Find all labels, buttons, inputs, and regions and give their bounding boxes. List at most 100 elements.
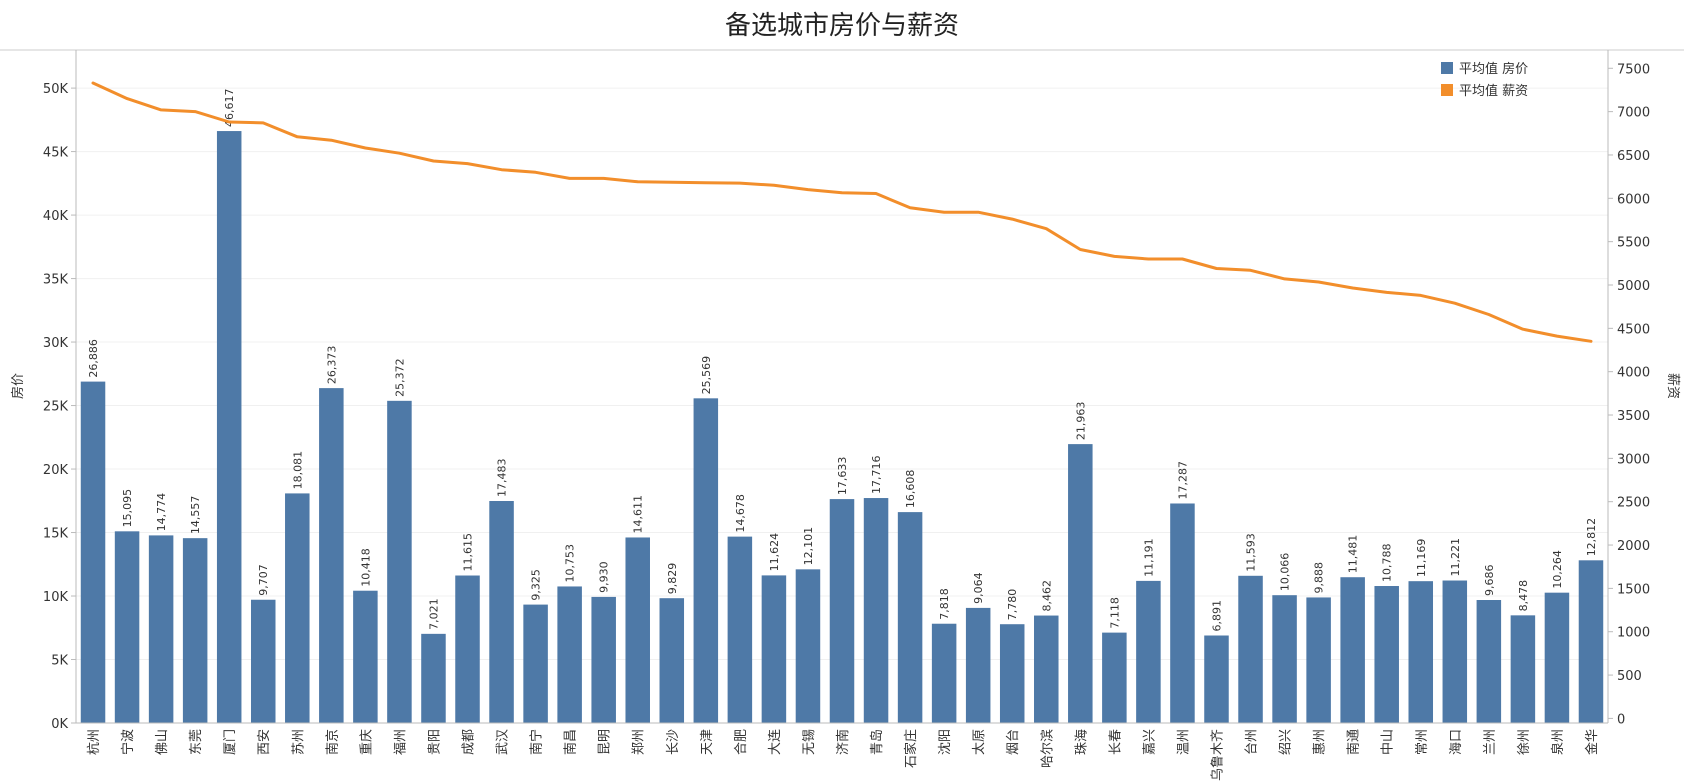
salary-point	[1454, 302, 1456, 304]
category-label: 哈尔滨	[1039, 729, 1055, 768]
salary-line	[91, 81, 1593, 343]
salary-point	[1386, 291, 1388, 293]
salary-point	[398, 152, 400, 154]
bar	[727, 536, 753, 723]
y-tick-label: 15K	[43, 527, 69, 542]
bar-value-label: 12,812	[1585, 518, 1598, 557]
bar-value-label: 10,066	[1279, 553, 1292, 592]
bar-value-label: 14,774	[155, 493, 168, 532]
bar	[1306, 597, 1331, 723]
bar-value-label: 7,021	[427, 598, 440, 630]
legend-swatch-salary	[1441, 84, 1453, 96]
y-tick-label: 20K	[43, 463, 69, 478]
bar-value-label: 7,780	[1006, 589, 1019, 621]
category-label: 宁波	[120, 729, 136, 755]
salary-point	[296, 136, 298, 138]
bar	[863, 498, 889, 723]
salary-point	[1284, 278, 1286, 280]
salary-point	[603, 177, 605, 179]
category-label: 杭州	[87, 729, 102, 755]
bar	[1238, 575, 1263, 723]
category-label: 常州	[1415, 729, 1430, 755]
bar	[1068, 444, 1093, 723]
salary-point	[1181, 258, 1183, 260]
category-label: 郑州	[632, 729, 647, 755]
bar	[80, 381, 106, 723]
salary-point	[1215, 268, 1217, 270]
bar	[591, 596, 616, 723]
bar-value-label: 17,716	[870, 456, 883, 495]
bar	[1476, 600, 1502, 723]
bar	[1374, 586, 1399, 723]
bar-value-label: 26,373	[325, 346, 338, 385]
category-label: 厦门	[223, 729, 238, 755]
bar	[285, 493, 310, 723]
salary-point	[1590, 340, 1592, 342]
bar-value-label: 9,686	[1483, 565, 1496, 597]
bar	[1034, 615, 1059, 723]
bar-value-label: 26,886	[87, 339, 100, 378]
y2-tick-label: 3500	[1617, 409, 1650, 424]
bar-value-label: 6,891	[1210, 600, 1223, 632]
salary-point	[364, 147, 366, 149]
y-tick-label: 30K	[43, 336, 69, 351]
bar-value-label: 16,608	[904, 470, 917, 509]
category-label: 海口	[1449, 729, 1464, 755]
bar	[897, 512, 923, 723]
bar-value-label: 11,221	[1449, 538, 1462, 577]
salary-point	[1045, 228, 1047, 230]
y-tick-label: 0K	[51, 717, 68, 732]
bar-value-label: 9,707	[257, 564, 270, 596]
bar	[659, 598, 685, 723]
bar	[216, 131, 242, 723]
bar-value-label: 15,095	[121, 489, 134, 528]
bar	[1102, 632, 1127, 723]
bar-value-label: 17,633	[836, 457, 849, 496]
bar-value-label: 18,081	[291, 451, 304, 490]
category-label: 惠州	[1313, 729, 1328, 755]
bar	[625, 537, 650, 723]
y-tick-label: 35K	[43, 273, 69, 288]
bar	[1544, 592, 1570, 723]
category-label: 徐州	[1517, 729, 1532, 755]
bar-value-label: 17,483	[496, 458, 509, 497]
y-tick-label: 45K	[43, 146, 69, 161]
bar-value-label: 11,624	[768, 533, 781, 572]
category-label: 温州	[1176, 729, 1191, 755]
bar	[455, 575, 480, 723]
category-label: 青岛	[869, 729, 885, 755]
y2-tick-label: 7500	[1617, 62, 1650, 77]
bar	[999, 624, 1025, 723]
category-label: 金华	[1584, 729, 1600, 755]
category-label: 武汉	[496, 729, 511, 755]
y2-tick-label: 6500	[1617, 149, 1650, 164]
salary-point	[1352, 287, 1354, 289]
bar-value-label: 9,325	[530, 569, 543, 601]
salary-point	[194, 111, 196, 113]
y2-tick-label: 4000	[1617, 366, 1650, 381]
y-tick-label: 10K	[43, 590, 69, 605]
chart-title: 备选城市房价与薪资	[725, 11, 959, 41]
bar	[250, 599, 276, 723]
bar	[795, 569, 821, 723]
category-label: 东莞	[189, 729, 204, 755]
y-tick-label: 25K	[43, 400, 69, 415]
bar-value-label: 7,818	[938, 588, 951, 620]
category-label: 苏州	[290, 729, 306, 755]
bar-labels-layer: 26,886 15,095 14,774 14,557 46,617 9,707 18,08…	[87, 89, 1598, 632]
legend-label-salary: 平均值 薪资	[1459, 83, 1528, 99]
y2-tick-label: 3000	[1617, 452, 1650, 467]
bar	[1204, 635, 1229, 723]
legend-swatch-house-price	[1441, 62, 1453, 74]
salary-point	[909, 207, 911, 209]
salary-point	[1147, 258, 1149, 260]
category-label: 天津	[700, 729, 715, 755]
bar-value-label: 11,481	[1347, 535, 1360, 574]
category-label: 南通	[1346, 729, 1362, 755]
category-label: 昆明	[598, 729, 613, 755]
salary-point	[432, 160, 434, 162]
y2-tick-label: 7000	[1617, 106, 1650, 121]
bar-value-label: 9,829	[666, 563, 679, 595]
bar-value-label: 10,418	[359, 548, 372, 587]
